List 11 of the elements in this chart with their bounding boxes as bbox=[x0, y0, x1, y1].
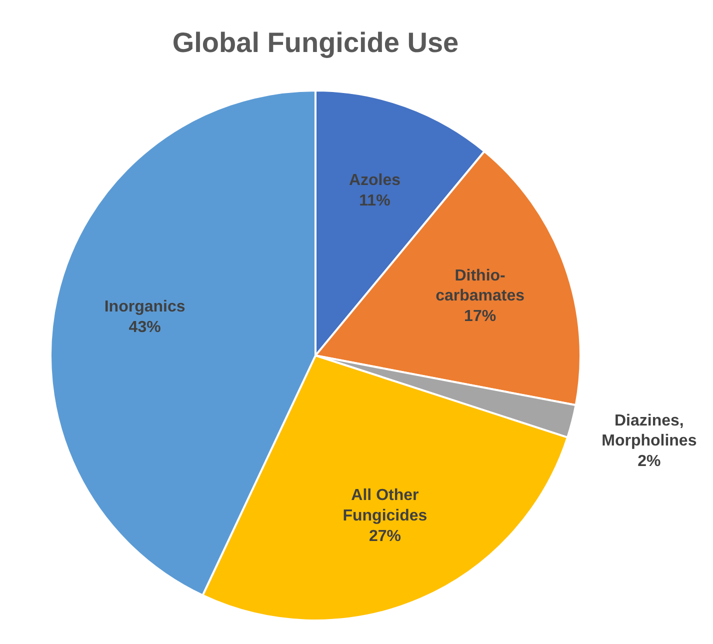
data-label: 43% bbox=[128, 319, 161, 336]
slice-label: All Other Fungicides bbox=[342, 487, 428, 525]
slice-label: Diazines, Morpholines bbox=[602, 412, 697, 450]
slice-label: Dithio- carbamates bbox=[436, 267, 525, 305]
data-label: 11% bbox=[359, 192, 390, 210]
data-label: 2% bbox=[638, 453, 661, 470]
slice-label: Inorganics bbox=[104, 298, 186, 316]
data-label: 17% bbox=[464, 308, 496, 326]
chart-title: Global Fungicide Use bbox=[172, 27, 459, 58]
data-label: 27% bbox=[368, 528, 401, 545]
slice-label: Azoles bbox=[348, 172, 401, 190]
